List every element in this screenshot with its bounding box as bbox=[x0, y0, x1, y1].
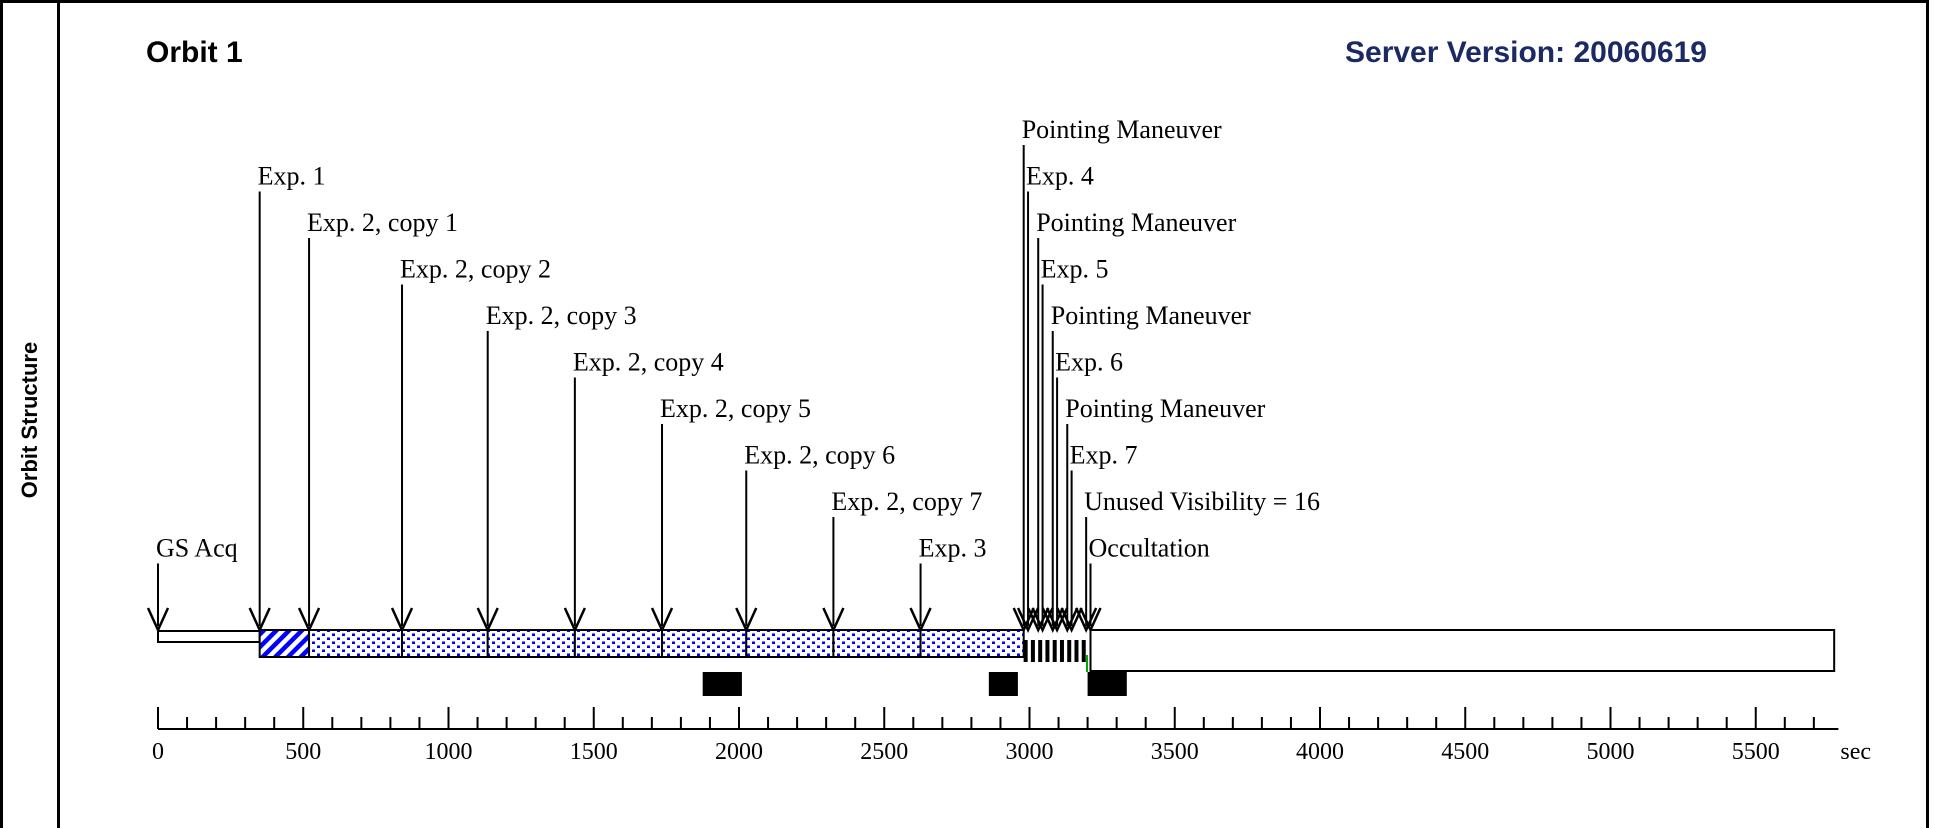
axis-unit-label: sec bbox=[1840, 739, 1871, 765]
exposure-segment bbox=[832, 629, 922, 658]
event-arrowhead bbox=[1079, 607, 1102, 634]
axis-tick-label: 4000 bbox=[1296, 739, 1344, 765]
acquisition-segment bbox=[157, 630, 261, 643]
axis-tick-label: 1500 bbox=[570, 739, 618, 765]
exposure-segment bbox=[919, 629, 1025, 658]
event-label: Pointing Maneuver bbox=[1051, 301, 1251, 330]
sidebar-divider bbox=[57, 0, 60, 828]
black-block bbox=[702, 672, 742, 696]
event-arrowhead bbox=[146, 607, 170, 634]
event-arrowhead bbox=[822, 607, 845, 634]
axis-tick-label: 2000 bbox=[715, 739, 763, 765]
event-arrowhead bbox=[390, 607, 414, 634]
event-label: Exp. 2, copy 3 bbox=[486, 301, 637, 330]
axis-tick-label: 3500 bbox=[1151, 739, 1199, 765]
event-label: GS Acq bbox=[156, 534, 238, 563]
event-markers: GS Acq Exp. 1 Exp. 2, copy 1 Exp. 2, copy 2… bbox=[146, 115, 1320, 634]
axis-tick-label: 500 bbox=[285, 739, 321, 765]
event-arrowhead bbox=[476, 607, 499, 634]
event-label: Exp. 2, copy 7 bbox=[831, 487, 982, 516]
maneuver-stub bbox=[1059, 640, 1064, 662]
event-label: Exp. 4 bbox=[1026, 162, 1094, 191]
event-arrowhead bbox=[297, 607, 321, 634]
maneuver-stub bbox=[1074, 640, 1079, 662]
event-arrowhead bbox=[1056, 607, 1079, 634]
event-label: Pointing Maneuver bbox=[1036, 208, 1236, 237]
maneuver-stub bbox=[1030, 640, 1035, 662]
event-arrowhead bbox=[1075, 607, 1098, 634]
event-label: Unused Visibility = 16 bbox=[1084, 487, 1320, 516]
axis-tick-label: 1000 bbox=[425, 739, 473, 765]
timeline-segments bbox=[157, 629, 1836, 672]
maneuver-stub bbox=[1081, 640, 1086, 662]
black-blocks bbox=[702, 672, 1127, 696]
exposure-segment bbox=[573, 629, 664, 658]
maneuver-stub bbox=[1067, 640, 1072, 662]
axis-tick-label: 0 bbox=[152, 739, 164, 765]
event-label: Exp. 3 bbox=[919, 534, 987, 563]
time-axis: 0 500 1000 1500 2000 2500 3000 3500 4000 4500 5000… bbox=[152, 707, 1871, 765]
event-label: Exp. 2, copy 2 bbox=[400, 255, 551, 284]
event-label: Exp. 5 bbox=[1041, 255, 1109, 284]
exposure-segment bbox=[401, 629, 489, 658]
hatched-segment bbox=[258, 629, 311, 658]
event-label: Exp. 1 bbox=[258, 162, 326, 191]
axis-tick-label: 4500 bbox=[1441, 739, 1489, 765]
maneuver-stub bbox=[1045, 640, 1050, 662]
axis-tick-label: 5000 bbox=[1587, 739, 1635, 765]
orbit-title: Orbit 1 bbox=[146, 36, 243, 69]
event-arrowhead bbox=[248, 607, 271, 634]
event-label: Exp. 7 bbox=[1070, 441, 1138, 470]
event-arrowhead bbox=[563, 607, 587, 634]
server-version: Server Version: 20060619 bbox=[1345, 36, 1707, 69]
event-arrowhead bbox=[650, 607, 674, 634]
black-block bbox=[988, 672, 1018, 696]
maneuver-stub bbox=[1023, 640, 1028, 662]
event-arrowhead bbox=[735, 607, 758, 634]
axis-tick-label: 3000 bbox=[1006, 739, 1054, 765]
event-label: Exp. 6 bbox=[1055, 348, 1123, 377]
exposure-segment bbox=[486, 629, 576, 658]
occultation-segment bbox=[1089, 629, 1836, 672]
black-block bbox=[1087, 672, 1127, 696]
exposure-segment bbox=[745, 629, 835, 658]
event-label: Pointing Maneuver bbox=[1065, 394, 1265, 423]
axis-tick-label: 5500 bbox=[1732, 739, 1780, 765]
exposure-segment bbox=[308, 629, 404, 658]
event-label: Exp. 2, copy 6 bbox=[744, 441, 895, 470]
maneuver-stub bbox=[1052, 640, 1057, 662]
exposure-segment bbox=[661, 629, 748, 658]
event-arrowhead bbox=[909, 607, 932, 634]
event-label: Exp. 2, copy 5 bbox=[660, 394, 811, 423]
axis-tick-label: 2500 bbox=[860, 739, 908, 765]
event-label: Exp. 2, copy 1 bbox=[307, 208, 458, 237]
event-label: Exp. 2, copy 4 bbox=[573, 348, 724, 377]
event-label: Pointing Maneuver bbox=[1022, 115, 1222, 144]
maneuver-stub bbox=[1038, 640, 1043, 662]
event-label: Occultation bbox=[1089, 534, 1210, 563]
